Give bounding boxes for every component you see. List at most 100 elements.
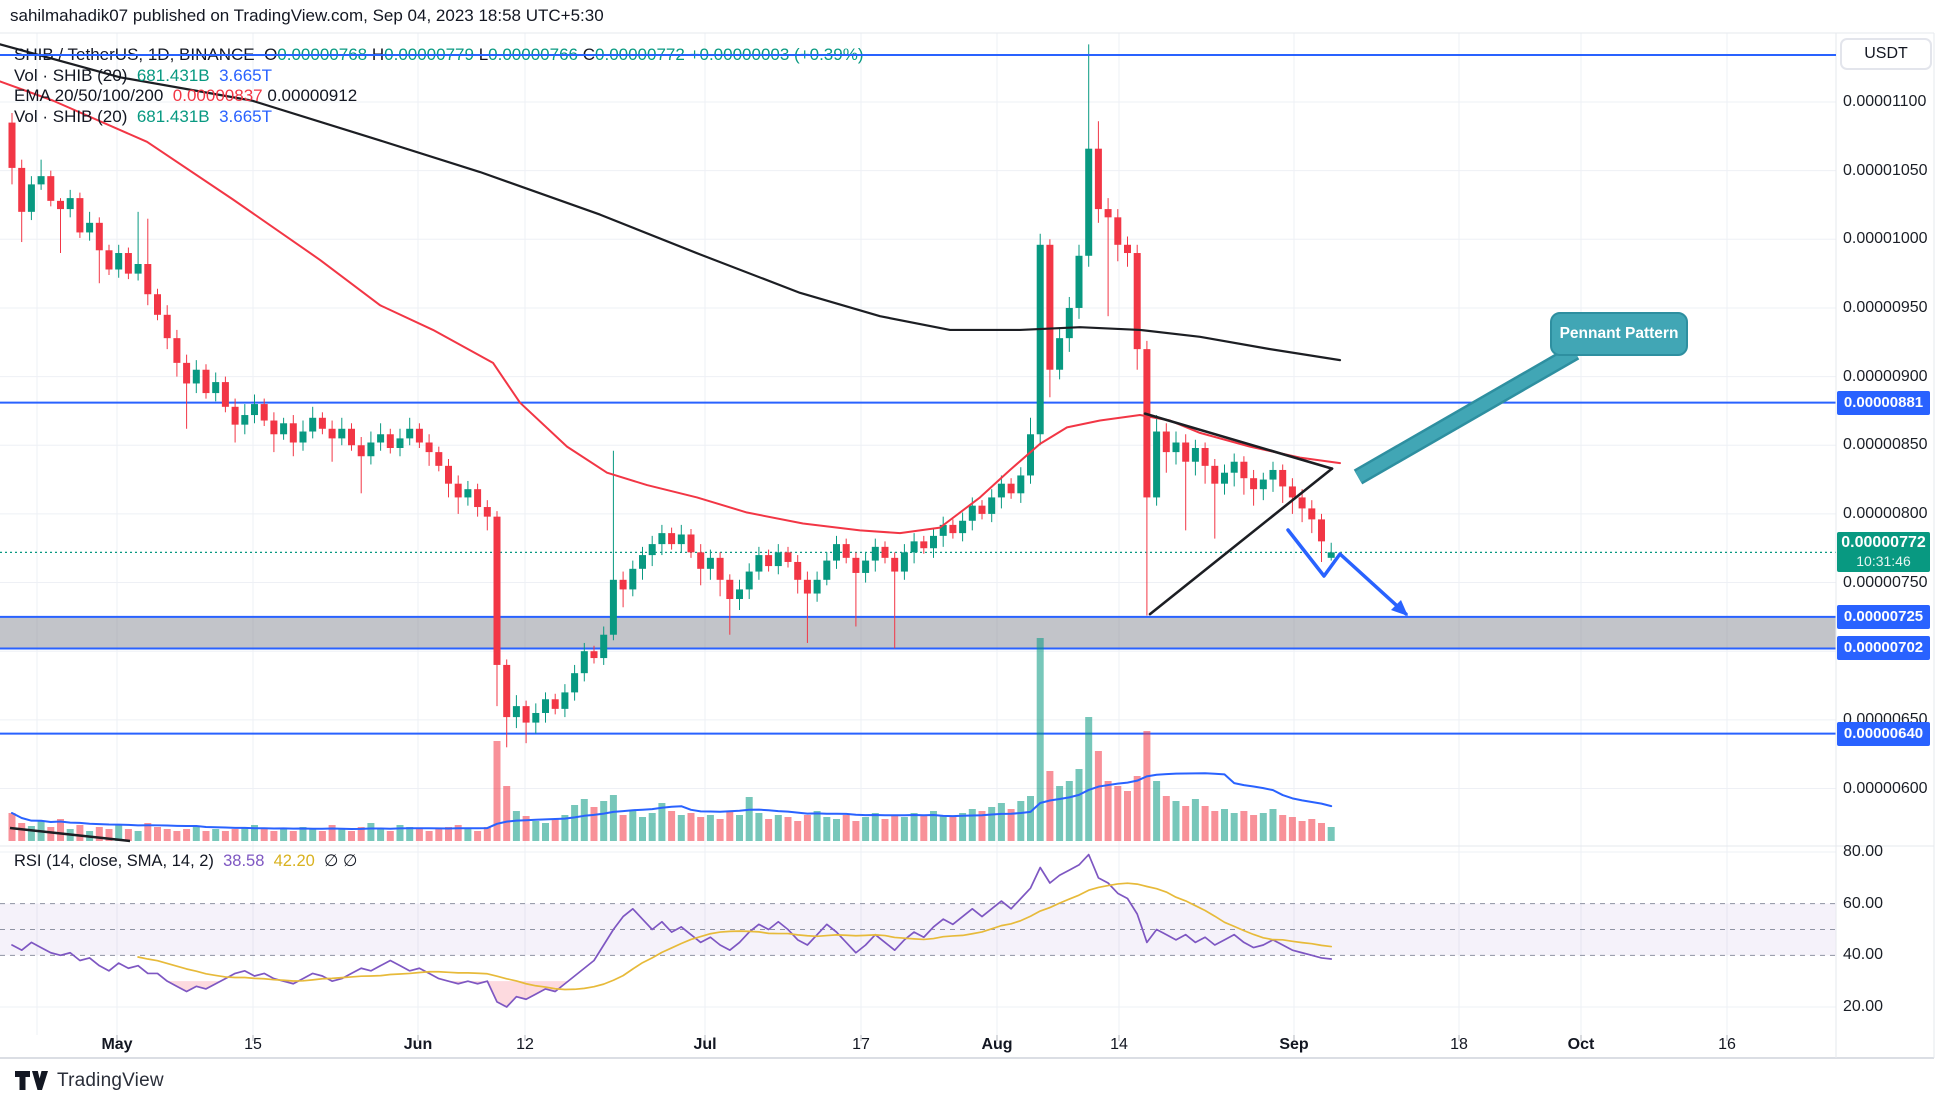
candle-body (154, 294, 161, 315)
candle-body (571, 673, 579, 693)
candle-body (619, 579, 627, 590)
candle-body (280, 423, 288, 435)
volume-bar (1230, 813, 1238, 841)
volume-bar (532, 821, 540, 841)
volume-bar (1046, 771, 1054, 841)
candle-body (833, 544, 840, 561)
volume-bar (57, 819, 64, 841)
candle-body (338, 428, 346, 439)
candle-body (842, 544, 850, 558)
volume-bar (978, 811, 986, 841)
volume-bar (968, 809, 976, 841)
candle-body (212, 382, 220, 394)
tradingview-logo-icon[interactable] (14, 1070, 48, 1092)
volume-bar (1036, 638, 1044, 841)
volume-bar (629, 811, 637, 841)
time-axis-label[interactable]: 18 (1450, 1036, 1468, 1053)
volume-bar (1027, 796, 1034, 841)
volume-bar (1133, 776, 1141, 841)
time-axis-label[interactable]: Jul (693, 1036, 717, 1053)
candle-body (959, 520, 967, 534)
time-axis-label[interactable]: May (101, 1036, 133, 1053)
volume-bar (241, 827, 249, 841)
current-price-badge: 0.00000772 10:31:46 (1837, 532, 1930, 573)
time-axis-label[interactable]: Jun (403, 1036, 433, 1053)
volume-bar (202, 831, 210, 841)
time-axis-label[interactable]: 17 (852, 1036, 870, 1053)
volume-bar (338, 829, 346, 841)
projection-arrow-head (1391, 600, 1408, 616)
rsi-sma-line (137, 882, 1333, 991)
candle-body (231, 406, 239, 425)
volume-bar (1065, 781, 1073, 841)
volume-bar (542, 823, 549, 841)
candle-body (551, 699, 559, 709)
time-axis-label[interactable]: 12 (516, 1036, 534, 1053)
volume-bar (299, 827, 307, 841)
candle-body (202, 369, 210, 394)
candle-body (221, 382, 229, 407)
candle-body (726, 579, 734, 600)
volume-bar (367, 823, 375, 841)
volume-bar (522, 816, 530, 841)
time-axis-label[interactable]: 15 (244, 1036, 262, 1053)
candle-body (309, 417, 317, 432)
candle-body (881, 546, 889, 558)
pennant-pattern-callout[interactable]: Pennant Pattern (1550, 312, 1688, 356)
volume-bar (639, 817, 646, 841)
volume-bar (1298, 821, 1306, 841)
candle-body (745, 571, 753, 590)
rsi-legend-row[interactable]: RSI (14, close, SMA, 14, 2) 38.58 42.20 … (14, 851, 357, 871)
volume-bar (736, 815, 743, 841)
time-axis-label[interactable]: 14 (1110, 1036, 1128, 1053)
callout-tail (1355, 346, 1578, 483)
price-axis-label: 0.00001000 (1843, 230, 1928, 248)
candle-body (697, 552, 705, 569)
currency-toggle-button[interactable]: USDT (1840, 38, 1932, 70)
volume-bar (318, 831, 326, 841)
time-axis-label[interactable]: 16 (1718, 1036, 1736, 1053)
projection-arrow-line (1286, 528, 1408, 616)
price-level-badge: 0.00000725 (1837, 604, 1930, 629)
volume-bar (425, 831, 433, 841)
candle-body (192, 369, 200, 384)
footer-brand-text[interactable]: TradingView (57, 1070, 164, 1091)
upper-resistance-line[interactable] (0, 54, 1836, 56)
candle-body (803, 579, 811, 594)
candle-body (794, 561, 802, 580)
candle-body (1056, 338, 1064, 370)
volume-bar (134, 831, 142, 841)
volume-bar (445, 827, 452, 841)
candle-body (377, 434, 385, 443)
price-axis-label: 0.00000800 (1843, 504, 1928, 522)
candle-body (1143, 349, 1151, 498)
time-axis-label[interactable]: Oct (1567, 1036, 1595, 1053)
volume-bar (1085, 717, 1093, 841)
candle-body (1017, 475, 1025, 494)
ema-50-line (0, 80, 1341, 535)
candle-body (561, 692, 569, 709)
volume-bar (1240, 811, 1248, 841)
volume-bar (600, 801, 608, 841)
volume-bar (124, 829, 132, 841)
candle-body (1153, 431, 1161, 498)
candle-body (386, 434, 394, 448)
volume-bar (328, 825, 336, 841)
volume-ma-line (11, 772, 1333, 830)
candle-body (1007, 483, 1015, 494)
volume-bar (280, 829, 288, 841)
time-axis-label[interactable]: Aug (981, 1036, 1013, 1053)
candle-body (464, 489, 472, 498)
price-axis-label: 0.00000900 (1843, 367, 1928, 385)
candle-body (289, 423, 297, 443)
volume-bar (726, 811, 734, 841)
time-axis-label[interactable]: Sep (1279, 1036, 1309, 1053)
candle-body (493, 516, 501, 665)
rsi-axis-label: 80.00 (1843, 843, 1884, 860)
price-axis-label: 0.00000600 (1843, 779, 1928, 797)
volume-bar (959, 813, 967, 841)
pennant-upper-trendline (1143, 412, 1334, 470)
candle-body (415, 428, 423, 443)
volume-bar (774, 815, 782, 841)
